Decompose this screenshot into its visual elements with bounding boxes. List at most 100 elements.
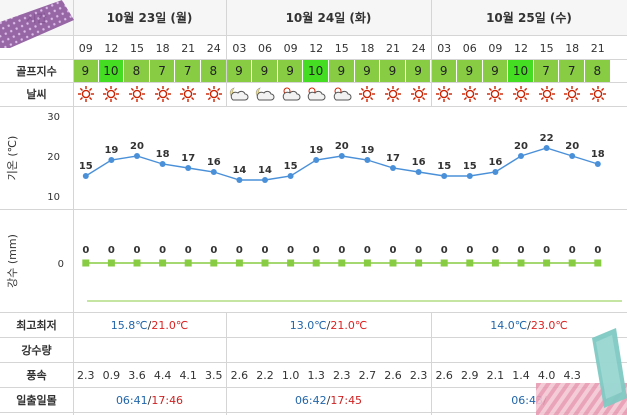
precipitation-point [363, 259, 371, 267]
hour-label: 15 [334, 41, 349, 55]
washi-tape-sticker [0, 0, 74, 48]
golf-index-cell: 9 [226, 59, 253, 82]
hour-label: 09 [488, 41, 503, 55]
hour-label: 09 [78, 41, 93, 55]
day-divider [226, 0, 227, 106]
wind-speed-cell: 1.0 [281, 368, 300, 382]
sun-icon [585, 82, 611, 106]
temperature-point [287, 173, 294, 179]
temperature-point [594, 161, 601, 167]
precipitation-data-label: 0 [313, 245, 320, 256]
divider [0, 82, 627, 83]
precipitation-point [210, 259, 218, 267]
minmax-label: 최고최저 [16, 319, 57, 332]
temperature-data-label: 20 [335, 141, 349, 152]
wind-speed-cell: 2.7 [358, 368, 377, 382]
temperature-point [210, 169, 217, 175]
weather-row: 날씨 [0, 82, 627, 106]
precipitation-data-label: 0 [543, 245, 550, 256]
golf-index-cell: 9 [354, 59, 381, 82]
temperature-data-label: 17 [181, 153, 195, 164]
precipitation-point [107, 259, 115, 267]
golf-index-cell: 7 [559, 59, 585, 82]
precipitation-data-label: 0 [466, 245, 473, 256]
golf-index-cell: 8 [585, 59, 611, 82]
minmax-sep: / [147, 318, 152, 332]
wind-speed-cell: 4.3 [563, 368, 581, 382]
precipitation-point [287, 259, 295, 267]
temperature-data-label: 15 [79, 161, 93, 172]
temperature-point [415, 169, 422, 175]
sun-icon [175, 82, 201, 106]
sunrise-sunset-label: 일출일몰 [16, 394, 57, 407]
precipitation-point [415, 259, 423, 267]
wind-speed-cell: 2.6 [435, 368, 453, 382]
temperature-point [108, 157, 115, 163]
temperature-point [492, 169, 499, 175]
precipitation-point [261, 259, 269, 267]
minmax-day-1: 15.8℃/21.0℃ [73, 313, 226, 337]
golf-index-cell: 9 [73, 59, 99, 82]
golf-index-cell: 9 [252, 59, 278, 82]
precipitation-point [82, 259, 90, 267]
minmax-sep: / [527, 318, 531, 332]
wind-speed-cell: 4.4 [153, 368, 172, 382]
golf-index-cell: 8 [124, 59, 150, 82]
day-title-3: 10월 25일 (수) [486, 11, 572, 25]
sun-icon [483, 82, 509, 106]
rain-amount-row: 강수량 [0, 338, 627, 362]
y-tick-label: 0 [58, 259, 64, 270]
golf-index-row: 골프지수 9 10 8 7 7 8 9 9 9 10 9 9 9 9 9 9 9 10 7 7 8 [0, 59, 627, 82]
hour-label: 21 [181, 41, 196, 55]
divider [73, 0, 74, 415]
day-divider [226, 312, 227, 415]
sun-icon [406, 82, 432, 106]
sun-icon [380, 82, 406, 106]
hour-label: 24 [411, 41, 426, 55]
precipitation-data-label: 0 [236, 245, 243, 256]
divider [0, 412, 627, 413]
wind-speed-cell: 4.0 [537, 368, 556, 382]
rain-amount-label: 강수량 [21, 344, 52, 357]
temperature-data-label: 17 [386, 153, 400, 164]
temperature-data-label: 16 [207, 157, 221, 168]
precipitation-point [338, 259, 346, 267]
sun-icon [559, 82, 585, 106]
hour-label: 06 [257, 41, 272, 55]
cloud-moon-icon [252, 82, 278, 106]
hour-label: 12 [309, 41, 324, 55]
golf-index-cell: 10 [508, 59, 534, 82]
divider [0, 35, 627, 36]
sun-day-2: 06:42/17:45 [226, 388, 431, 412]
golf-index-cell: 7 [175, 59, 201, 82]
precipitation-data-label: 0 [262, 245, 269, 256]
divider [0, 337, 627, 338]
temperature-data-label: 16 [488, 157, 502, 168]
divider [0, 209, 627, 210]
hour-label: 09 [283, 41, 298, 55]
temperature-data-label: 19 [104, 145, 118, 156]
golf-index-cell: 10 [98, 59, 125, 82]
sun-sep: / [326, 393, 331, 407]
minmax-row: 최고최저 15.8℃/21.0℃ 13.0℃/21.0℃ 14.0℃/23.0℃ [0, 313, 627, 337]
sun-icon [150, 82, 176, 106]
temperature-data-label: 20 [565, 141, 579, 152]
sun-day-1: 06:41/17:46 [73, 388, 226, 412]
precipitation-point [466, 259, 474, 267]
sunset-time: 17:46 [151, 393, 184, 407]
minmax-sep: / [326, 318, 331, 332]
precipitation-data-label: 0 [108, 245, 115, 256]
temperature-point [82, 173, 89, 179]
y-tick-label: 10 [47, 192, 60, 203]
sun-icon [124, 82, 150, 106]
temperature-data-label: 19 [309, 145, 323, 156]
temperature-point [338, 153, 345, 159]
cloud-sun-icon [278, 82, 304, 106]
sunrise-time: 06:42 [294, 393, 327, 407]
temperature-data-label: 18 [156, 149, 170, 160]
precipitation-data-label: 0 [134, 245, 141, 256]
precipitation-data-label: 0 [390, 245, 397, 256]
max-temp: 21.0℃ [330, 318, 368, 332]
hour-label: 15 [539, 41, 554, 55]
wind-speed-cell: 2.6 [384, 368, 402, 382]
